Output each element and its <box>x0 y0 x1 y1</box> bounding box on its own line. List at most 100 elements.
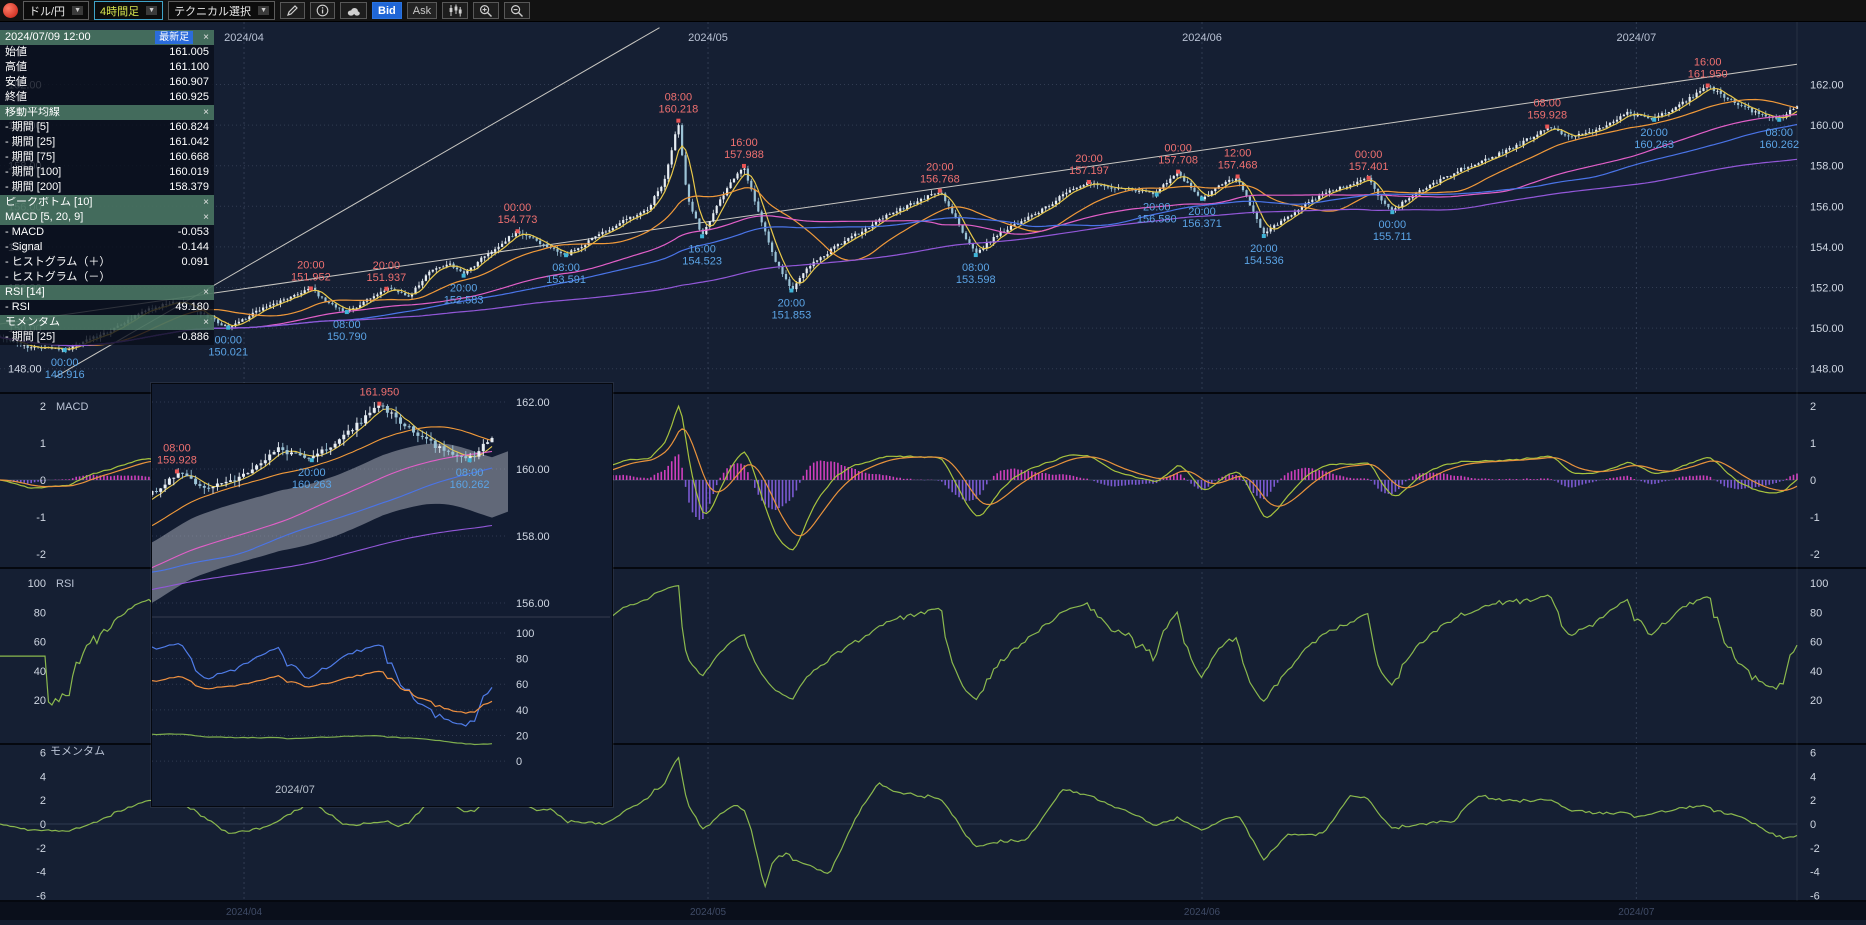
rsi-value-row: - RSI 49.180 <box>0 300 214 315</box>
pair-select-label: ドル/円 <box>29 5 66 18</box>
ohlc-low-row: 安値 160.907 <box>0 75 214 90</box>
zoom-in-button[interactable] <box>473 2 500 19</box>
cloud-button[interactable] <box>340 2 367 19</box>
info-button[interactable] <box>310 2 335 19</box>
svg-text:159.928: 159.928 <box>157 454 197 466</box>
svg-text:-2: -2 <box>1810 843 1820 855</box>
macd-value-row: - MACD -0.053 <box>0 225 214 240</box>
momentum-panel: 6 6 4 4 2 2 0 0 -2 -2 -4 -4 -6 -6 モメンタム <box>0 745 1820 902</box>
svg-text:20:00: 20:00 <box>450 283 478 295</box>
rsi-section-header: RSI [14] × <box>0 285 214 300</box>
ma5-row: - 期間 [5] 160.824 <box>0 120 214 135</box>
svg-text:160.263: 160.263 <box>1634 139 1674 151</box>
month-label: 2024/07 <box>1616 32 1656 44</box>
svg-text:150.00: 150.00 <box>1810 323 1844 335</box>
svg-text:00:00: 00:00 <box>1164 143 1192 155</box>
technical-select[interactable]: テクニカル選択 ▼ <box>168 1 275 20</box>
svg-text:16:00: 16:00 <box>1694 57 1722 69</box>
pair-select[interactable]: ドル/円 ▼ <box>23 1 89 20</box>
macd-hist-neg-row: - ヒストグラム（－） <box>0 270 214 285</box>
svg-text:158.00: 158.00 <box>516 531 550 543</box>
svg-text:157.708: 157.708 <box>1158 155 1198 167</box>
zoom-preview-window[interactable]: 162.00 160.00 158.00 156.00 161.950 08:00 159.… <box>150 383 613 807</box>
svg-text:0: 0 <box>516 756 522 768</box>
svg-text:20:00: 20:00 <box>926 162 954 174</box>
svg-text:154.00: 154.00 <box>1810 242 1844 254</box>
svg-text:16:00: 16:00 <box>730 137 758 149</box>
ma-line-5 <box>0 88 1798 350</box>
svg-text:80: 80 <box>516 654 528 666</box>
close-icon[interactable]: × <box>203 286 209 298</box>
svg-text:20:00: 20:00 <box>1143 202 1171 214</box>
svg-text:20:00: 20:00 <box>778 297 806 309</box>
ohlc-close-row: 終値 160.925 <box>0 90 214 105</box>
momentum-panel-label: モメンタム <box>50 745 105 758</box>
svg-text:162.00: 162.00 <box>1810 80 1844 92</box>
svg-text:100: 100 <box>516 628 534 640</box>
svg-text:161.950: 161.950 <box>1688 69 1728 81</box>
svg-text:00:00: 00:00 <box>51 357 79 369</box>
timeframe-select[interactable]: 4時間足 ▼ <box>94 1 164 20</box>
svg-text:00:00: 00:00 <box>1355 149 1383 161</box>
svg-text:148.916: 148.916 <box>45 369 85 381</box>
svg-text:-2: -2 <box>36 549 46 561</box>
svg-text:4: 4 <box>40 771 46 783</box>
rsi-panel: 100 100 80 80 60 60 40 40 20 20 RSI <box>0 578 1828 707</box>
svg-text:151.952: 151.952 <box>291 271 331 283</box>
svg-text:20:00: 20:00 <box>1250 243 1278 255</box>
ask-button[interactable]: Ask <box>406 2 438 19</box>
inset-cloud <box>152 443 508 603</box>
svg-text:6: 6 <box>40 748 46 760</box>
close-icon[interactable]: × <box>203 31 209 43</box>
svg-text:162.00: 162.00 <box>516 397 550 409</box>
svg-text:40: 40 <box>1810 666 1822 678</box>
svg-text:150.790: 150.790 <box>327 331 367 343</box>
month-label: 2024/05 <box>688 32 728 44</box>
svg-text:08:00: 08:00 <box>456 467 484 479</box>
svg-text:08:00: 08:00 <box>333 319 361 331</box>
close-icon[interactable]: × <box>203 106 209 118</box>
inset-date-label: 2024/07 <box>275 784 315 796</box>
svg-text:157.468: 157.468 <box>1218 159 1258 171</box>
bottom-month-label: 2024/06 <box>1184 907 1221 918</box>
close-icon[interactable]: × <box>203 196 209 208</box>
latest-bar-timestamp: 2024/07/09 12:00 <box>5 32 91 43</box>
svg-text:157.197: 157.197 <box>1069 165 1109 177</box>
draw-tool-button[interactable] <box>280 2 305 19</box>
svg-text:148.00: 148.00 <box>1810 364 1844 376</box>
svg-text:-4: -4 <box>36 867 46 879</box>
chevron-down-icon: ▼ <box>72 6 83 15</box>
svg-text:20: 20 <box>516 730 528 742</box>
zoom-out-button[interactable] <box>504 2 531 19</box>
svg-text:157.401: 157.401 <box>1349 161 1389 173</box>
svg-text:-2: -2 <box>36 843 46 855</box>
macd-panel-label: MACD <box>56 401 88 413</box>
svg-text:0: 0 <box>1810 819 1816 831</box>
bid-button[interactable]: Bid <box>372 2 402 19</box>
moving-averages-layer <box>0 88 1798 350</box>
svg-text:20:00: 20:00 <box>1640 127 1668 139</box>
macd-section-header: MACD [5, 20, 9] × <box>0 210 214 225</box>
svg-text:08:00: 08:00 <box>665 92 693 104</box>
ma-line-200 <box>0 158 1798 347</box>
ohlc-high-row: 高値 161.100 <box>0 60 214 75</box>
svg-text:08:00: 08:00 <box>962 262 990 274</box>
zoom-in-icon <box>480 4 493 17</box>
momentum-section-header: モメンタム × <box>0 315 214 330</box>
chart-type-button[interactable] <box>442 2 469 19</box>
svg-text:160.262: 160.262 <box>450 479 490 491</box>
svg-text:156.00: 156.00 <box>516 598 550 610</box>
ma-line-75 <box>0 113 1798 347</box>
svg-text:-6: -6 <box>1810 890 1820 902</box>
close-icon[interactable]: × <box>203 316 209 328</box>
svg-text:-4: -4 <box>1810 867 1820 879</box>
svg-text:155.711: 155.711 <box>1373 231 1412 243</box>
timeframe-select-label: 4時間足 <box>100 5 140 18</box>
svg-text:40: 40 <box>34 666 46 678</box>
indicator-info-panel: 2024/07/09 12:00 最新足 × 始値 161.005 高値 161.1… <box>0 30 214 345</box>
latest-bar-badge: 最新足 <box>155 31 194 44</box>
svg-text:152.00: 152.00 <box>1810 283 1844 295</box>
svg-text:-2: -2 <box>1810 549 1820 561</box>
close-icon[interactable]: × <box>203 211 209 223</box>
svg-text:20:00: 20:00 <box>1075 153 1103 165</box>
